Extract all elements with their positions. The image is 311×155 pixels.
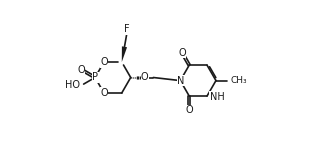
Text: CH₃: CH₃ xyxy=(231,76,248,85)
Text: O: O xyxy=(178,48,186,58)
Polygon shape xyxy=(122,46,127,62)
Text: HO: HO xyxy=(65,80,80,90)
Text: N: N xyxy=(177,76,185,86)
Text: P: P xyxy=(92,73,98,82)
Text: O: O xyxy=(100,57,108,67)
Text: O: O xyxy=(100,88,108,98)
Text: O: O xyxy=(77,65,85,75)
Text: F: F xyxy=(124,24,130,34)
Text: O: O xyxy=(185,105,193,115)
Text: O: O xyxy=(141,73,149,82)
Text: NH: NH xyxy=(210,92,225,102)
